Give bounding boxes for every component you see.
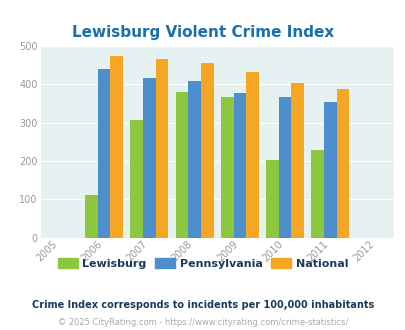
Bar [155, 59, 168, 238]
Text: Lewisburg Violent Crime Index: Lewisburg Violent Crime Index [72, 25, 333, 41]
Legend: Lewisburg, Pennsylvania, National: Lewisburg, Pennsylvania, National [53, 254, 352, 273]
Bar [323, 102, 336, 238]
Bar [311, 150, 323, 238]
Bar [278, 97, 291, 238]
Bar [110, 56, 123, 238]
Bar [130, 120, 143, 238]
Bar [336, 89, 349, 238]
Bar [265, 160, 278, 238]
Bar [220, 97, 233, 238]
Bar [188, 81, 200, 238]
Bar [175, 92, 188, 238]
Bar [245, 72, 258, 238]
Bar [291, 82, 303, 238]
Bar [233, 92, 245, 238]
Bar [200, 63, 213, 238]
Text: © 2025 CityRating.com - https://www.cityrating.com/crime-statistics/: © 2025 CityRating.com - https://www.city… [58, 318, 347, 327]
Bar [85, 195, 98, 238]
Bar [143, 78, 155, 238]
Bar [98, 69, 110, 238]
Text: Crime Index corresponds to incidents per 100,000 inhabitants: Crime Index corresponds to incidents per… [32, 300, 373, 310]
